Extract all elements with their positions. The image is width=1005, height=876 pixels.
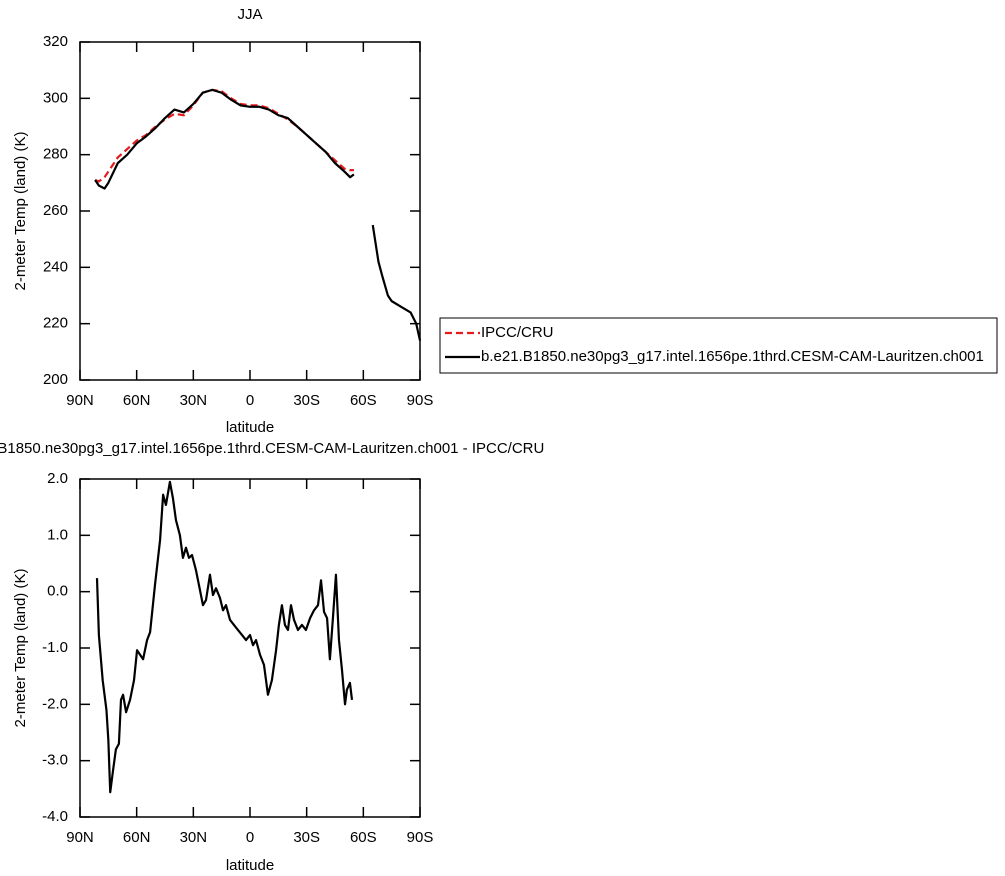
y-tick-label: 220 bbox=[43, 315, 68, 332]
x-tick-label: 30S bbox=[293, 829, 320, 846]
x-tick-label: 30N bbox=[180, 829, 208, 846]
y-tick-label: 2.0 bbox=[47, 470, 68, 487]
y-tick-label: -2.0 bbox=[42, 695, 68, 712]
legend-label: b.e21.B1850.ne30pg3_g17.intel.1656pe.1th… bbox=[481, 348, 984, 365]
y-tick-label: 300 bbox=[43, 89, 68, 106]
x-tick-label: 90S bbox=[407, 829, 434, 846]
y-tick-label: 320 bbox=[43, 33, 68, 50]
y-tick-label: -3.0 bbox=[42, 752, 68, 769]
legend-label: IPCC/CRU bbox=[481, 324, 554, 341]
y-tick-label: 1.0 bbox=[47, 526, 68, 543]
x-tick-label: 60S bbox=[350, 829, 377, 846]
x-tick-label: 30S bbox=[293, 392, 320, 409]
y-axis-label: 2-meter Temp (land) (K) bbox=[12, 569, 29, 728]
x-tick-label: 60N bbox=[123, 829, 151, 846]
x-tick-label: 0 bbox=[246, 829, 254, 846]
plot-frame bbox=[79, 41, 421, 381]
data-line bbox=[94, 88, 422, 341]
x-tick-label: 60S bbox=[350, 392, 377, 409]
x-tick-label: 90S bbox=[407, 392, 434, 409]
plot-frame bbox=[79, 478, 421, 818]
y-tick-label: -4.0 bbox=[42, 808, 68, 825]
data-line bbox=[94, 88, 354, 183]
y-tick-label: 240 bbox=[43, 258, 68, 275]
y-tick-label: 0.0 bbox=[47, 583, 68, 600]
x-axis-label: latitude bbox=[226, 857, 274, 874]
chart-title: b.e21.B1850.ne30pg3_g17.intel.1656pe.1th… bbox=[0, 440, 544, 457]
y-tick-label: -1.0 bbox=[42, 639, 68, 656]
legend-box bbox=[439, 317, 998, 374]
x-tick-label: 30N bbox=[180, 392, 208, 409]
x-axis-label: latitude bbox=[226, 419, 274, 436]
y-axis-label: 2-meter Temp (land) (K) bbox=[12, 132, 29, 291]
x-tick-label: 90N bbox=[66, 392, 94, 409]
chart-title: JJA bbox=[237, 6, 262, 23]
y-tick-label: 260 bbox=[43, 202, 68, 219]
x-tick-label: 90N bbox=[66, 829, 94, 846]
y-tick-label: 280 bbox=[43, 146, 68, 163]
x-tick-label: 60N bbox=[123, 392, 151, 409]
data-line bbox=[95, 480, 354, 794]
y-tick-label: 200 bbox=[43, 371, 68, 388]
x-tick-label: 0 bbox=[246, 392, 254, 409]
